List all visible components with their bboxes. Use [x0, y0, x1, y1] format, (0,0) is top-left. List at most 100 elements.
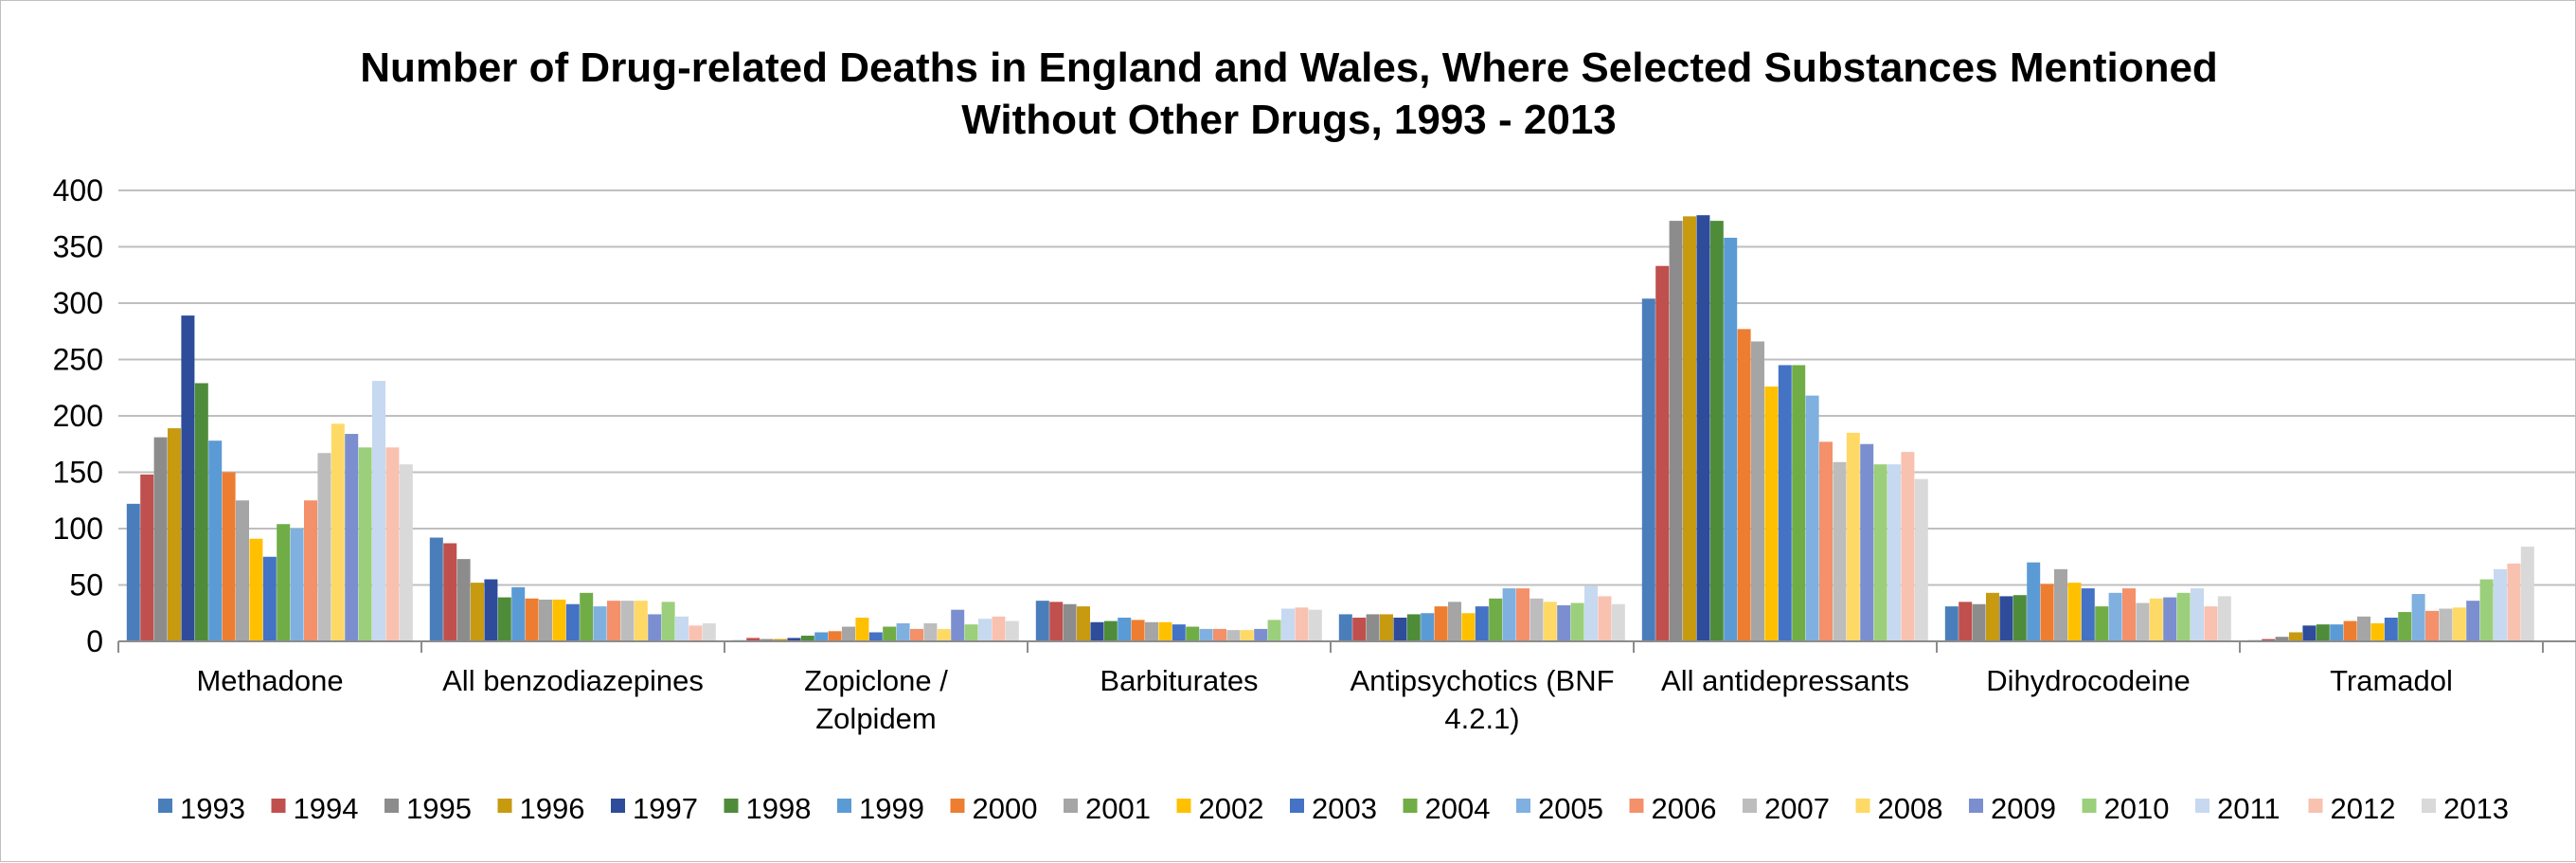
bar-1999-3 — [1118, 618, 1132, 641]
bar-1993-3 — [1035, 601, 1049, 641]
legend-swatch — [2422, 799, 2436, 813]
legend-label: 2010 — [2104, 792, 2170, 825]
bar-2013-0 — [399, 464, 413, 641]
legend-swatch — [2195, 799, 2209, 813]
bar-2012-7 — [2507, 563, 2521, 641]
bar-2012-5 — [1901, 452, 1915, 641]
category-labels: Methadone All benzodiazepines Zopiclone / Z… — [196, 664, 2452, 735]
bar-2012-2 — [992, 616, 1006, 641]
bar-2008-3 — [1240, 630, 1254, 641]
legend-label: 2008 — [1878, 792, 1943, 825]
bar-2013-1 — [702, 622, 716, 641]
grid-lines — [118, 189, 2576, 586]
bar-1994-3 — [1049, 602, 1064, 641]
bar-2011-1 — [675, 616, 689, 641]
bar-1998-7 — [2316, 624, 2330, 641]
legend-label: 1995 — [406, 792, 472, 825]
bar-2000-7 — [2343, 620, 2357, 641]
bar-2013-6 — [2217, 596, 2231, 641]
bar-1994-6 — [1959, 602, 1973, 641]
bar-2008-6 — [2149, 598, 2163, 641]
bar-2004-1 — [580, 592, 594, 641]
bar-1995-2 — [760, 638, 774, 641]
y-tick-label: 300 — [53, 286, 103, 320]
bar-1999-0 — [208, 440, 223, 641]
bar-1999-2 — [814, 632, 829, 641]
bar-1999-7 — [2330, 624, 2344, 641]
bar-1993-1 — [429, 537, 443, 641]
category-label: Dihydrocodeine — [1986, 664, 2190, 697]
legend-swatch — [158, 799, 172, 813]
bar-2004-4 — [1489, 598, 1503, 641]
bar-2013-2 — [1005, 620, 1019, 641]
bar-2000-2 — [828, 631, 842, 641]
bar-1995-6 — [1972, 603, 1986, 641]
legend-swatch — [611, 799, 625, 813]
bar-2004-5 — [1792, 365, 1806, 641]
bar-2000-5 — [1737, 329, 1751, 641]
bar-2007-7 — [2439, 608, 2453, 641]
bar-2005-0 — [290, 529, 304, 641]
bar-2003-1 — [565, 603, 580, 641]
legend-label: 2005 — [1538, 792, 1603, 825]
bar-2011-6 — [2191, 588, 2204, 641]
bar-2003-3 — [1172, 624, 1186, 641]
legend-swatch — [1176, 799, 1191, 813]
bar-1995-4 — [1366, 614, 1380, 641]
bar-2012-1 — [689, 625, 703, 641]
bar-1995-5 — [1669, 221, 1683, 641]
bar-1996-3 — [1077, 606, 1090, 641]
bar-2002-2 — [855, 618, 869, 641]
bar-2008-0 — [331, 423, 345, 641]
category-label: Tramadol — [2330, 664, 2453, 697]
y-tick-label: 200 — [53, 399, 103, 433]
bar-2012-6 — [2204, 606, 2218, 641]
bar-2004-6 — [2095, 606, 2109, 641]
legend-swatch — [1516, 799, 1530, 813]
legend-label: 1996 — [520, 792, 585, 825]
bar-1994-7 — [2262, 638, 2276, 641]
bar-1997-0 — [181, 315, 195, 641]
bar-1994-2 — [746, 638, 760, 641]
bar-1994-1 — [443, 543, 457, 641]
bar-2009-1 — [648, 614, 662, 641]
bar-2009-0 — [345, 434, 359, 641]
bar-2007-2 — [923, 622, 938, 641]
bar-2003-6 — [2081, 588, 2095, 641]
bar-2006-5 — [1819, 441, 1833, 641]
bar-1995-0 — [153, 437, 168, 641]
y-tick-label: 100 — [53, 512, 103, 546]
bar-2009-3 — [1254, 628, 1268, 641]
bar-1998-3 — [1103, 620, 1118, 641]
bar-1996-5 — [1683, 216, 1696, 641]
bar-2009-4 — [1557, 604, 1571, 641]
legend: 1993 1994 1995 1996 1997 1998 1999 2000 2001 2002… — [158, 792, 2509, 825]
category-label: Methadone — [196, 664, 343, 697]
bar-2007-5 — [1833, 461, 1847, 641]
bar-2008-7 — [2452, 607, 2466, 641]
bar-2010-2 — [964, 624, 978, 641]
bar-2007-0 — [317, 453, 331, 641]
bar-1993-4 — [1338, 614, 1352, 641]
bar-2013-5 — [1914, 478, 1928, 641]
bar-2002-3 — [1158, 621, 1172, 641]
y-tick-label: 0 — [86, 624, 103, 658]
bar-2000-6 — [2040, 584, 2054, 641]
bar-2008-2 — [937, 628, 951, 641]
legend-label: 2013 — [2443, 792, 2509, 825]
bar-1998-5 — [1709, 221, 1724, 641]
legend-swatch — [950, 799, 965, 813]
bar-2012-3 — [1295, 607, 1309, 641]
bar-2005-5 — [1805, 395, 1819, 641]
bar-2006-0 — [304, 500, 317, 641]
bar-2009-2 — [951, 609, 965, 641]
bar-1996-6 — [1986, 592, 1999, 641]
legend-swatch — [1743, 799, 1757, 813]
bar-2004-2 — [883, 626, 897, 641]
bar-2011-5 — [1887, 464, 1901, 641]
bar-1994-4 — [1352, 618, 1367, 641]
bar-1995-1 — [456, 559, 471, 641]
bar-1996-2 — [774, 638, 787, 641]
bar-2000-1 — [525, 598, 539, 641]
legend-label: 2000 — [973, 792, 1038, 825]
